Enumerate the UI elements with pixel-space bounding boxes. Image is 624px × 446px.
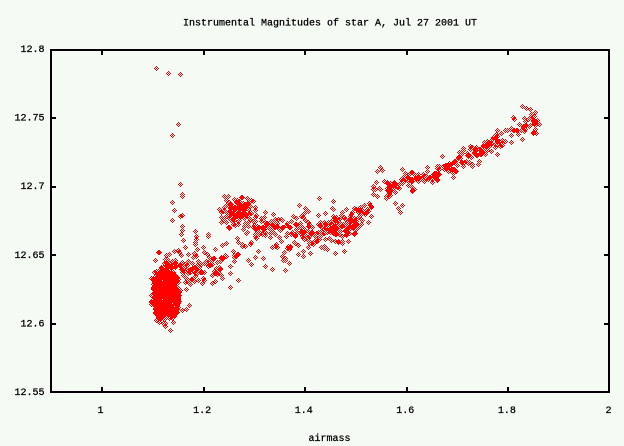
svg-text:12.75: 12.75 (14, 114, 44, 125)
svg-text:1.4: 1.4 (295, 406, 313, 417)
svg-text:1.6: 1.6 (396, 406, 414, 417)
svg-text:1: 1 (97, 406, 103, 417)
svg-text:1.8: 1.8 (498, 406, 516, 417)
svg-text:12.6: 12.6 (20, 319, 44, 330)
svg-text:12.7: 12.7 (20, 182, 44, 193)
svg-text:Instrumental Magnitudes of sta: Instrumental Magnitudes of star A, Jul 2… (183, 18, 477, 30)
svg-text:12.8: 12.8 (20, 45, 44, 56)
svg-text:airmass: airmass (308, 433, 350, 445)
svg-text:12.55: 12.55 (14, 388, 44, 399)
svg-text:12.65: 12.65 (14, 251, 44, 262)
svg-text:1.2: 1.2 (193, 406, 211, 417)
svg-text:2: 2 (605, 406, 611, 417)
